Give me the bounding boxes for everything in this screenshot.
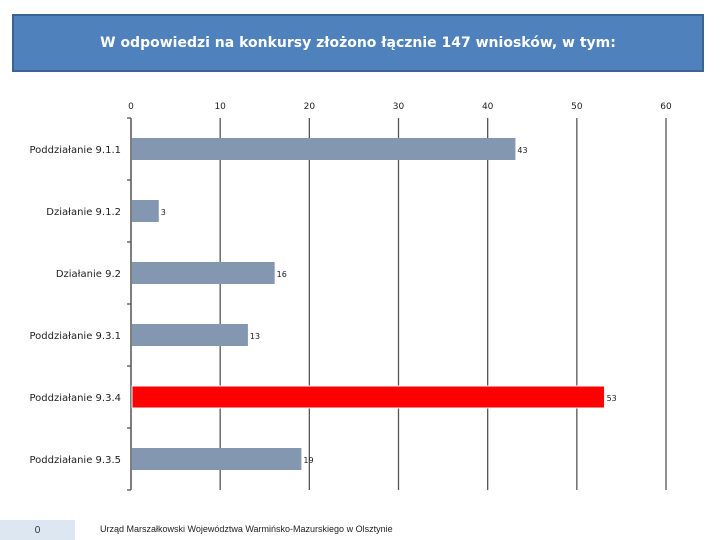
bar xyxy=(132,262,275,284)
x-tick-label: 30 xyxy=(393,102,405,112)
bar xyxy=(132,448,302,470)
bar xyxy=(132,138,516,160)
data-label: 43 xyxy=(517,146,527,155)
bar-chart: 0 10 20 30 40 50 60 Poddziałanie 9.1.1 43 Działan… xyxy=(29,102,672,491)
x-tick-label: 60 xyxy=(660,102,672,112)
x-tick-label: 50 xyxy=(571,102,583,112)
slide-number: 0 xyxy=(0,520,75,540)
x-tick-label: 40 xyxy=(482,102,494,112)
data-label: 13 xyxy=(250,332,260,341)
data-label: 53 xyxy=(607,394,617,403)
x-tick-label: 10 xyxy=(214,102,226,112)
category-label: Poddziałanie 9.3.1 xyxy=(29,331,121,342)
data-label: 19 xyxy=(303,456,313,465)
category-label: Poddziałanie 9.1.1 xyxy=(29,145,121,156)
bar xyxy=(132,324,248,346)
title-banner: W odpowiedzi na konkursy złożono łącznie… xyxy=(12,14,704,72)
chart-title: W odpowiedzi na konkursy złożono łącznie… xyxy=(100,35,616,51)
data-label: 3 xyxy=(161,208,166,217)
bar xyxy=(131,385,606,409)
footer xyxy=(0,520,720,540)
bar xyxy=(132,200,159,222)
x-tick-label: 0 xyxy=(128,102,134,112)
x-tick-label: 20 xyxy=(304,102,316,112)
category-label: Działanie 9.1.2 xyxy=(46,207,121,218)
data-label: 16 xyxy=(277,270,287,279)
category-label: Poddziałanie 9.3.5 xyxy=(29,455,121,466)
category-label: Poddziałanie 9.3.4 xyxy=(29,393,121,404)
category-label: Działanie 9.2 xyxy=(56,269,121,280)
footer-text: Urząd Marszałkowski Województwa Warmińsk… xyxy=(100,524,393,534)
